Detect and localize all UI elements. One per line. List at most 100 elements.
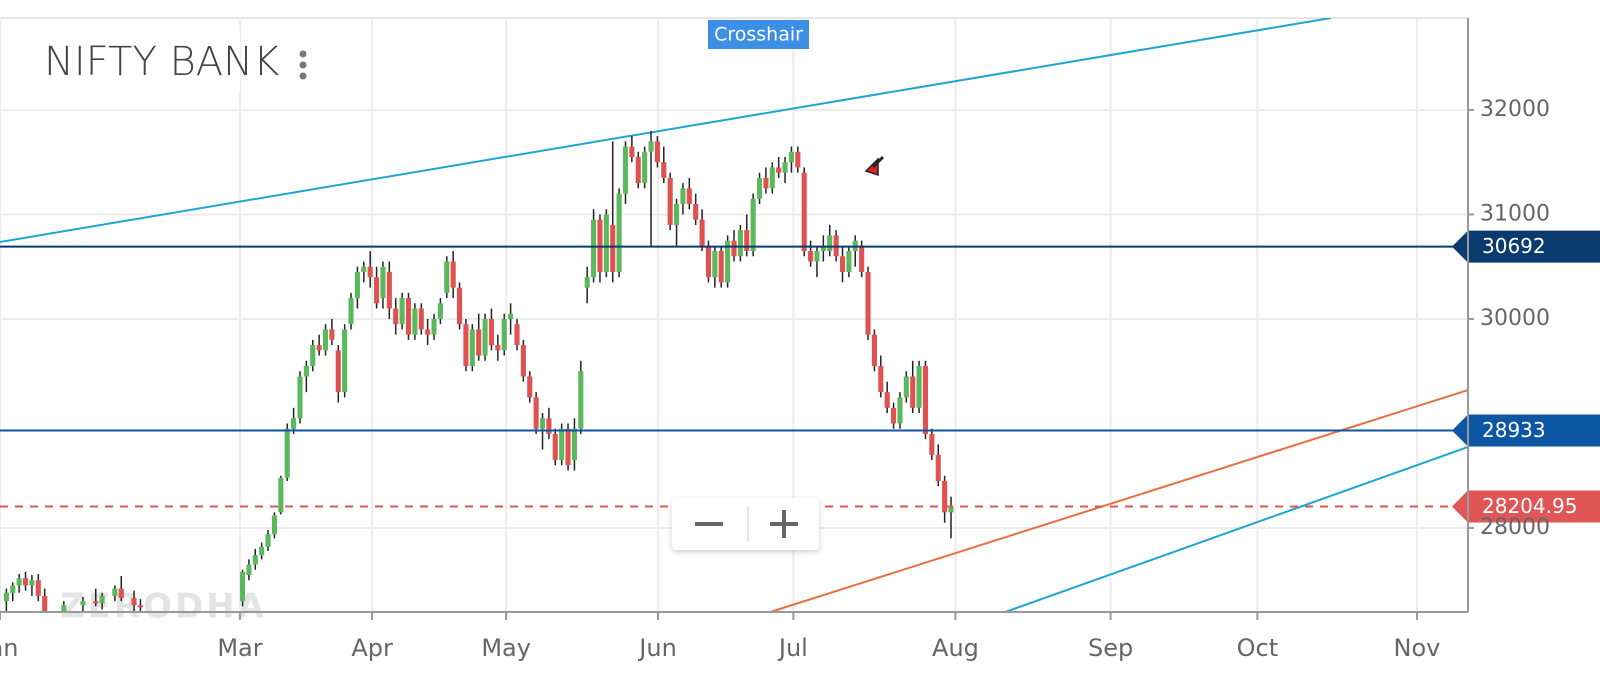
- candle-body: [10, 585, 16, 593]
- zoom-in-button[interactable]: [770, 510, 798, 538]
- price-tag: [1452, 230, 1600, 263]
- watermark: ZERODHA: [60, 587, 267, 627]
- candle-body: [16, 578, 22, 586]
- candle-body: [546, 418, 552, 434]
- candle-body: [488, 318, 495, 346]
- candle-body: [839, 256, 846, 272]
- zoom-controls: [672, 498, 819, 550]
- candle-body: [712, 251, 718, 278]
- candle-body: [903, 376, 909, 398]
- candle-body: [29, 580, 35, 586]
- candle-body: [878, 365, 884, 393]
- candle-body: [303, 365, 309, 377]
- candle-body: [610, 224, 616, 272]
- candle-body: [648, 141, 654, 152]
- candle-body: [297, 376, 303, 419]
- price-tag: [1452, 414, 1600, 447]
- candle-body: [425, 329, 431, 335]
- candle-body: [22, 578, 29, 586]
- candle-body: [891, 407, 897, 424]
- candle-body: [705, 245, 712, 278]
- candle-body: [725, 240, 731, 283]
- candle-body: [667, 177, 673, 225]
- candle-body: [469, 329, 475, 366]
- price-tag-label: 30692: [1482, 234, 1546, 258]
- candle-body: [686, 188, 692, 205]
- candle-body: [444, 261, 450, 293]
- x-tick-label: Jul: [777, 634, 808, 662]
- candle-body: [750, 198, 756, 252]
- candle-body: [322, 329, 329, 351]
- candle-body: [910, 376, 916, 408]
- price-tag-label: 28933: [1482, 418, 1546, 442]
- candle-body: [533, 397, 539, 429]
- candle-body: [265, 534, 271, 547]
- crosshair-button[interactable]: [708, 20, 809, 49]
- candle-body: [501, 318, 507, 351]
- candle-body: [731, 240, 737, 257]
- candle-body: [252, 555, 258, 565]
- price-tag: [1452, 490, 1600, 523]
- crosshair-label: Crosshair: [714, 24, 803, 46]
- candle-body: [118, 588, 124, 598]
- candle-body: [763, 177, 769, 189]
- candle-body: [508, 313, 514, 319]
- candle-body: [335, 350, 341, 393]
- candle-body: [571, 428, 577, 461]
- candle-body: [476, 329, 482, 356]
- candle-body: [565, 428, 571, 466]
- candle-body: [291, 418, 297, 429]
- menu-dot: [299, 61, 307, 69]
- candle-body: [654, 141, 660, 163]
- candle-body: [820, 245, 826, 252]
- candle-body: [3, 592, 9, 602]
- menu-dots[interactable]: [299, 50, 307, 80]
- candle-body: [795, 151, 801, 168]
- title-backdrop: [30, 30, 240, 92]
- candle-body: [431, 318, 437, 335]
- x-tick-label: Apr: [351, 634, 393, 662]
- candle-body: [584, 277, 590, 288]
- candle-body: [450, 261, 456, 288]
- candle-body: [552, 433, 558, 461]
- candle-body: [865, 271, 871, 335]
- candle-body: [342, 329, 348, 393]
- candle-body: [61, 605, 67, 612]
- candle-body: [897, 397, 903, 424]
- candle-body: [80, 601, 86, 606]
- candle-body: [316, 345, 322, 351]
- candle-body: [514, 324, 520, 346]
- candle-body: [922, 365, 929, 434]
- candle-body: [948, 506, 954, 513]
- trend-line: [770, 389, 1468, 612]
- candle-body: [916, 365, 922, 408]
- x-tick-label: Mar: [217, 634, 262, 662]
- marker-arrow-stem: [871, 155, 885, 169]
- candle-body: [846, 251, 852, 272]
- candle-body: [629, 146, 635, 157]
- candle-body: [354, 271, 360, 299]
- candle-body: [929, 433, 935, 455]
- x-tick-label: May: [481, 634, 531, 662]
- x-tick-label: Nov: [1394, 634, 1441, 662]
- candle-body: [131, 597, 137, 606]
- candle-body: [859, 245, 865, 272]
- candle-body: [744, 230, 750, 252]
- candle-body: [482, 318, 488, 356]
- menu-dot: [299, 50, 307, 58]
- candle-body: [495, 345, 501, 351]
- candle-body: [871, 334, 877, 366]
- candles: [3, 130, 954, 612]
- candle-body: [942, 480, 948, 513]
- candle-body: [788, 151, 794, 163]
- y-tick-label: 30000: [1480, 306, 1550, 331]
- candle-body: [405, 298, 412, 335]
- trend-lines: [0, 18, 1468, 612]
- candle-body: [399, 298, 405, 325]
- candle-body: [884, 392, 890, 408]
- candle-body: [769, 167, 775, 189]
- candle-body: [622, 146, 629, 194]
